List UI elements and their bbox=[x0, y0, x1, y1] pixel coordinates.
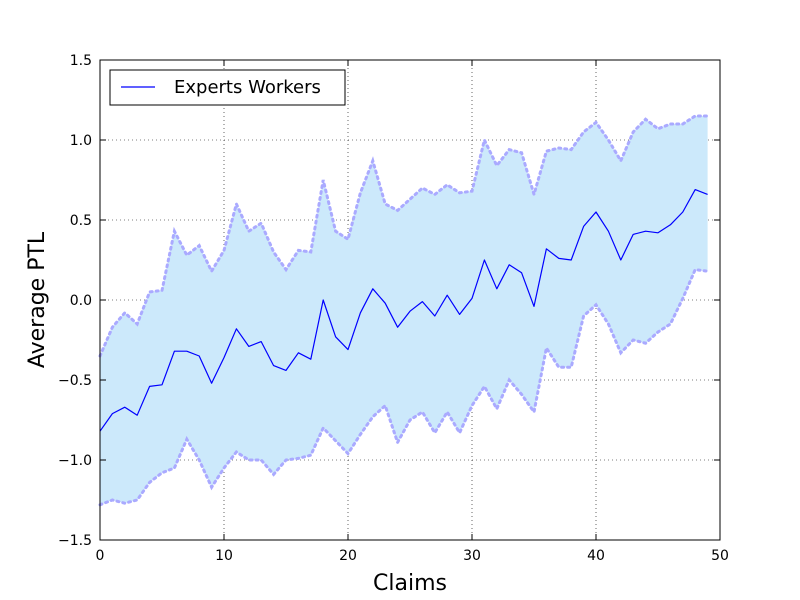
y-tick-label: 0.0 bbox=[70, 293, 92, 309]
legend-label-experts-workers: Experts Workers bbox=[174, 77, 321, 98]
y-tick-label: −1.5 bbox=[58, 533, 92, 549]
y-tick-label: 1.0 bbox=[70, 133, 92, 149]
x-tick-label: 0 bbox=[96, 548, 105, 564]
axis-ticks: 0 10 20 30 40 50 −1.5 −1.0 −0.5 0.0 0.5 1.0 1.5 bbox=[58, 53, 729, 564]
upper-bound-line bbox=[98, 114, 710, 358]
series-lines bbox=[99, 189, 708, 432]
x-tick-label: 30 bbox=[463, 548, 481, 564]
y-tick-label: 0.5 bbox=[70, 213, 92, 229]
x-tick-label: 10 bbox=[215, 548, 233, 564]
y-tick-label: −1.0 bbox=[58, 453, 92, 469]
series-line-experts-workers bbox=[99, 189, 708, 432]
confidence-band bbox=[98, 114, 710, 507]
y-tick-label: 1.5 bbox=[70, 53, 92, 69]
x-axis-label: Claims bbox=[373, 571, 447, 596]
lower-bound-line bbox=[98, 267, 710, 507]
y-axis-label: Average PTL bbox=[25, 231, 50, 368]
legend: Experts Workers bbox=[109, 69, 346, 106]
y-tick-label: −0.5 bbox=[58, 373, 92, 389]
x-tick-label: 50 bbox=[711, 548, 729, 564]
x-tick-label: 20 bbox=[339, 548, 357, 564]
x-tick-label: 40 bbox=[587, 548, 605, 564]
confidence-band-fill bbox=[100, 116, 708, 505]
